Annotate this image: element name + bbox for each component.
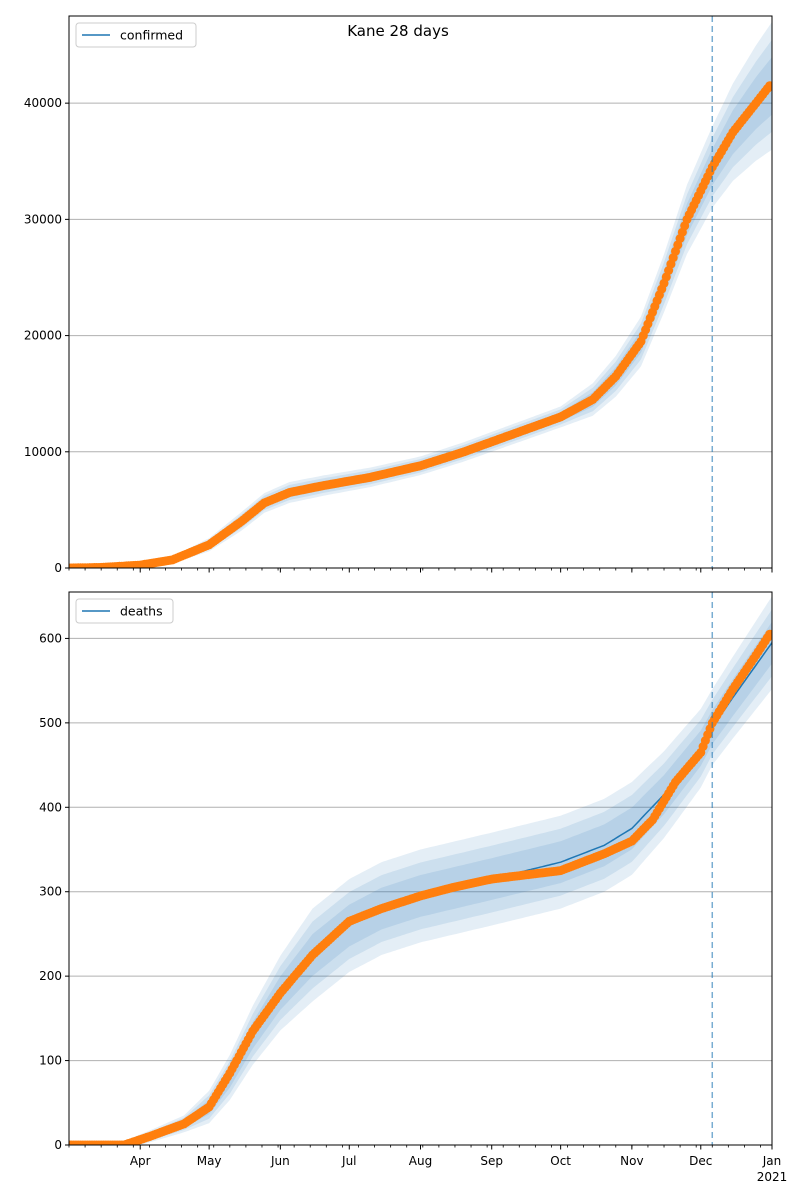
x-tick-label: Apr — [130, 1154, 151, 1168]
y-tick-label: 0 — [54, 561, 62, 575]
confidence-band — [69, 621, 772, 1145]
x-tick-label: Nov — [620, 1154, 643, 1168]
x-tick-label: Sep — [480, 1154, 503, 1168]
y-tick-label: 10000 — [24, 445, 62, 459]
y-tick-label: 200 — [39, 969, 62, 983]
x-tick-label: Jan — [762, 1154, 782, 1168]
legend-label: deaths — [120, 604, 163, 619]
confirmed-panel: 0 10000 20000 30000 40000 confirmed — [24, 15, 773, 575]
y-tick-label: 500 — [39, 716, 62, 730]
legend-label: confirmed — [120, 28, 183, 43]
y-tick-label: 100 — [39, 1054, 62, 1068]
y-tick-label: 20000 — [24, 329, 62, 343]
confidence-band — [69, 21, 772, 568]
x-tick-label: Oct — [550, 1154, 571, 1168]
deaths-panel: 0 100 200 300 400 500 600 Apr May Jun Jul Aug Sep Oct… — [39, 591, 788, 1184]
observed-point — [765, 629, 772, 639]
x-tick-label: Dec — [689, 1154, 712, 1168]
x-tick-label: May — [197, 1154, 222, 1168]
y-tick-label: 300 — [39, 885, 62, 899]
legend: deaths — [75, 598, 174, 624]
confirmed-fit-line — [69, 85, 772, 568]
confidence-band — [69, 609, 772, 1145]
observed-point — [765, 81, 772, 91]
x-tick-label: Jul — [341, 1154, 356, 1168]
y-tick-label: 30000 — [24, 212, 62, 226]
x-tick-label: Aug — [409, 1154, 432, 1168]
x-year-label: 2021 — [757, 1170, 788, 1184]
x-tick-label: Jun — [270, 1154, 290, 1168]
confidence-band — [69, 596, 772, 1145]
legend: confirmed — [75, 22, 197, 48]
legend-box — [75, 598, 174, 624]
confidence-band — [69, 57, 772, 568]
chart-title: Kane 28 days — [347, 22, 449, 40]
y-tick-label: 40000 — [24, 96, 62, 110]
y-tick-label: 600 — [39, 631, 62, 645]
y-tick-label: 400 — [39, 800, 62, 814]
y-tick-label: 0 — [54, 1138, 62, 1152]
legend-box — [75, 22, 197, 48]
